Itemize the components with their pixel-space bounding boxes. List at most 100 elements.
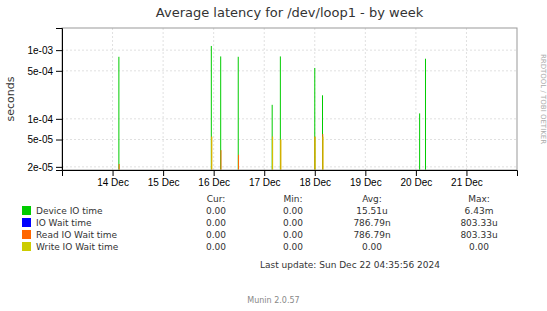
version: Munin 2.0.57: [247, 296, 299, 305]
tick-label: 18 Dec: [299, 177, 331, 188]
spike: [425, 59, 426, 170]
plot-frame: [62, 28, 517, 170]
spike: [238, 155, 239, 170]
y-axis-title: seconds: [4, 76, 17, 121]
tick-label: 5e-04: [27, 66, 53, 77]
spike: [118, 57, 119, 170]
grid-line-x: [365, 28, 366, 170]
legend: Cur: Min: Avg: Max: Device IO time 0.00 0.00 15…: [22, 194, 498, 252]
tick-mark: [56, 167, 62, 168]
legend-value: 0.00: [283, 242, 303, 252]
spike: [119, 164, 120, 170]
tick-mark: [264, 170, 265, 176]
y-axis: 2e-05 5e-05 1e-04 5e-04 1e-03: [27, 29, 62, 173]
grid-line-x: [264, 28, 265, 170]
axis-domain: [56, 29, 63, 171]
spike: [280, 140, 281, 170]
tick: 5e-04: [27, 66, 62, 77]
tick: 18 Dec: [299, 170, 331, 188]
tick-mark: [56, 71, 62, 72]
legend-value: 803.33u: [460, 218, 497, 228]
spike: [272, 137, 273, 170]
tick-label: 19 Dec: [350, 177, 382, 188]
tick: 21 Dec: [451, 170, 483, 188]
spike: [272, 105, 273, 170]
tick-mark: [163, 170, 164, 176]
spike: [314, 68, 315, 170]
legend-header: Min:: [283, 194, 302, 204]
tick: 17 Dec: [249, 170, 281, 188]
spike: [211, 137, 212, 170]
tick-label: 17 Dec: [249, 177, 281, 188]
watermark: RRDTOOL / TOBI OETIKER: [539, 54, 547, 144]
tick-mark: [315, 170, 316, 176]
spike: [314, 137, 315, 170]
tick-mark: [113, 170, 114, 176]
legend-value: 803.33u: [460, 230, 497, 240]
last-update: Last update: Sun Dec 22 04:35:56 2024: [260, 260, 440, 270]
legend-entry: Write IO Wait time: [36, 242, 119, 252]
tick-mark: [416, 170, 417, 176]
legend-header: Cur:: [207, 194, 226, 204]
grid-line-x: [213, 28, 214, 170]
legend-value: 786.79n: [353, 218, 390, 228]
spike: [280, 140, 281, 170]
tick: 2e-05: [27, 162, 62, 173]
tick-mark: [56, 50, 62, 51]
legend-value: 0.00: [206, 230, 226, 240]
legend-swatch: [22, 230, 31, 239]
spike: [419, 113, 420, 170]
grid-line-y: [62, 118, 517, 119]
legend-value: 0.00: [206, 242, 226, 252]
legend-swatch: [22, 206, 31, 215]
spike: [322, 134, 323, 170]
tick: 15 Dec: [148, 170, 180, 188]
marks: [119, 46, 426, 170]
tick-label: 5e-05: [27, 134, 53, 145]
spike: [322, 95, 323, 170]
tick: 20 Dec: [401, 170, 433, 188]
spike: [322, 137, 323, 170]
tick: 19 Dec: [350, 170, 382, 188]
x-axis: 14 Dec 15 Dec 16 Dec 17 Dec 18 Dec 19 Dec 20 D…: [63, 170, 518, 188]
tick: 14 Dec: [97, 170, 129, 188]
legend-swatch: [22, 218, 31, 227]
series: [119, 46, 426, 170]
axis-domain: [63, 171, 518, 177]
tick: 5e-05: [27, 134, 62, 145]
spike: [315, 137, 316, 170]
grid-line-x: [466, 28, 467, 170]
tick: 1e-03: [27, 45, 62, 56]
legend-value: 15.51u: [356, 206, 387, 216]
spike: [211, 46, 212, 170]
tick-mark: [56, 140, 62, 141]
title: Average latency for /dev/loop1 - by week: [156, 5, 424, 20]
tick: 16 Dec: [198, 170, 230, 188]
series: [212, 137, 323, 170]
spike: [220, 56, 221, 170]
spike: [280, 56, 281, 170]
legend-entry: IO Wait time: [36, 218, 92, 228]
grid-line-y: [62, 50, 517, 51]
tick-label: 1e-03: [27, 45, 53, 56]
tick-label: 1e-04: [27, 114, 53, 125]
grid-line-y: [62, 166, 517, 167]
grid-line-x: [112, 28, 113, 170]
grid: [62, 28, 517, 170]
spike: [220, 150, 221, 170]
spike: [272, 137, 273, 170]
spike: [238, 57, 239, 170]
legend-header: Max:: [468, 194, 490, 204]
tick-label: 14 Dec: [97, 177, 129, 188]
series: [119, 134, 323, 170]
tick-mark: [365, 170, 366, 176]
grid-line-y: [62, 70, 517, 71]
grid-line-x: [415, 28, 416, 170]
tick-label: 20 Dec: [401, 177, 433, 188]
legend-value: 6.43m: [465, 206, 494, 216]
chart: 14 Dec 15 Dec 16 Dec 17 Dec 18 Dec 19 Dec 20 D…: [0, 0, 547, 311]
tick-mark: [56, 119, 62, 120]
tick-label: 15 Dec: [148, 177, 180, 188]
legend-entry: Device IO time: [36, 206, 103, 216]
legend-header: Avg:: [362, 194, 382, 204]
